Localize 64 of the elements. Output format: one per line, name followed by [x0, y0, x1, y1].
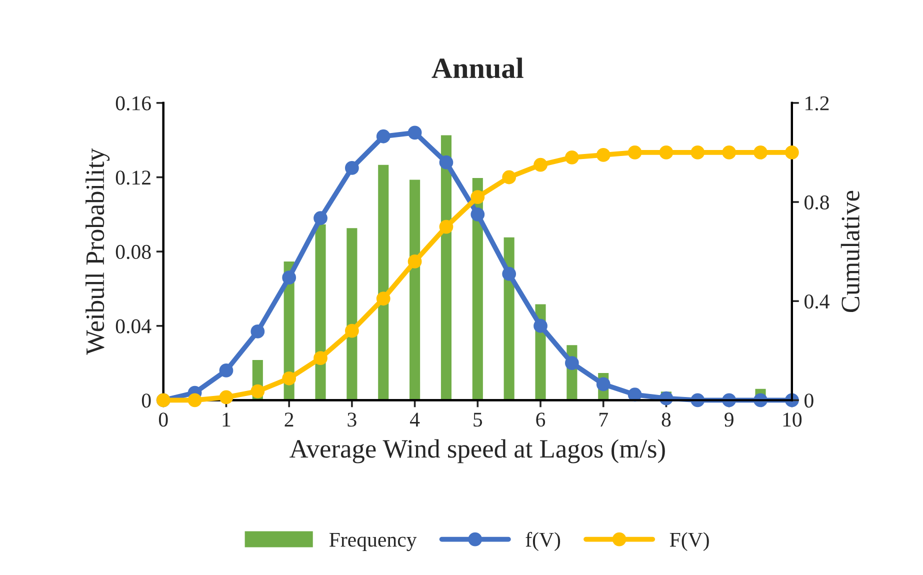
y2-tick-label: 0	[804, 394, 814, 408]
x-axis-title: Average Wind speed at Lagos (m/s)	[289, 439, 665, 464]
point	[470, 190, 485, 204]
point	[344, 324, 359, 338]
x-tick-label: 0	[158, 412, 168, 427]
point	[470, 207, 485, 222]
point	[534, 318, 548, 333]
point	[659, 146, 674, 160]
chart-title: Annual	[432, 58, 524, 78]
point	[754, 146, 768, 160]
point	[250, 384, 265, 398]
point	[564, 150, 579, 164]
point	[439, 220, 454, 234]
point	[534, 158, 548, 172]
x-tick-label: 6	[536, 412, 546, 427]
point	[408, 126, 422, 140]
point	[784, 146, 799, 160]
point	[690, 146, 705, 160]
y-tick-label: 0	[142, 394, 151, 408]
point	[314, 211, 328, 226]
point	[219, 364, 234, 378]
point	[628, 146, 642, 160]
point	[722, 146, 736, 160]
point	[282, 270, 296, 285]
y2-tick-label: 0.4	[804, 294, 830, 309]
y-tick-label: 0.12	[116, 170, 150, 185]
y2-tick-label: 1.2	[806, 96, 829, 110]
y2-tick-label: 0.8	[804, 195, 829, 210]
point	[596, 377, 610, 392]
x-tick-label: 3	[348, 412, 356, 427]
x-tick-label: 5	[474, 412, 482, 427]
x-tick-label: 7	[600, 412, 608, 426]
point	[439, 155, 454, 170]
point	[596, 148, 610, 162]
point	[502, 170, 516, 184]
point	[314, 351, 328, 366]
y-tick-label: 0.16	[116, 96, 151, 110]
bar	[408, 178, 422, 400]
point	[219, 390, 234, 404]
x-tick-label: 9	[724, 412, 734, 427]
x-tick-label: 4	[410, 412, 420, 426]
point	[250, 324, 265, 338]
y-tick-label: 0.08	[116, 244, 151, 260]
point	[188, 393, 202, 408]
bar	[314, 223, 328, 400]
legend-label: Frequency	[329, 532, 417, 552]
bar	[345, 226, 359, 400]
y2-axis-title: Cumulative	[840, 190, 860, 312]
point	[564, 356, 579, 370]
y-axis-title: Weibull Probability	[86, 148, 110, 355]
point	[282, 371, 296, 386]
point	[408, 254, 422, 268]
point	[376, 129, 390, 144]
x-tick-label: 2	[284, 412, 294, 426]
y-tick-label: 0.04	[116, 319, 152, 334]
legend-label: F(V)	[670, 532, 709, 552]
x-tick-label: 10	[783, 412, 802, 427]
x-tick-label: 8	[662, 412, 671, 427]
point	[376, 292, 390, 306]
bar	[376, 164, 390, 400]
point	[502, 266, 516, 281]
x-tick-label: 1	[222, 412, 230, 426]
legend-label: f(V)	[526, 532, 560, 552]
point	[344, 161, 359, 175]
